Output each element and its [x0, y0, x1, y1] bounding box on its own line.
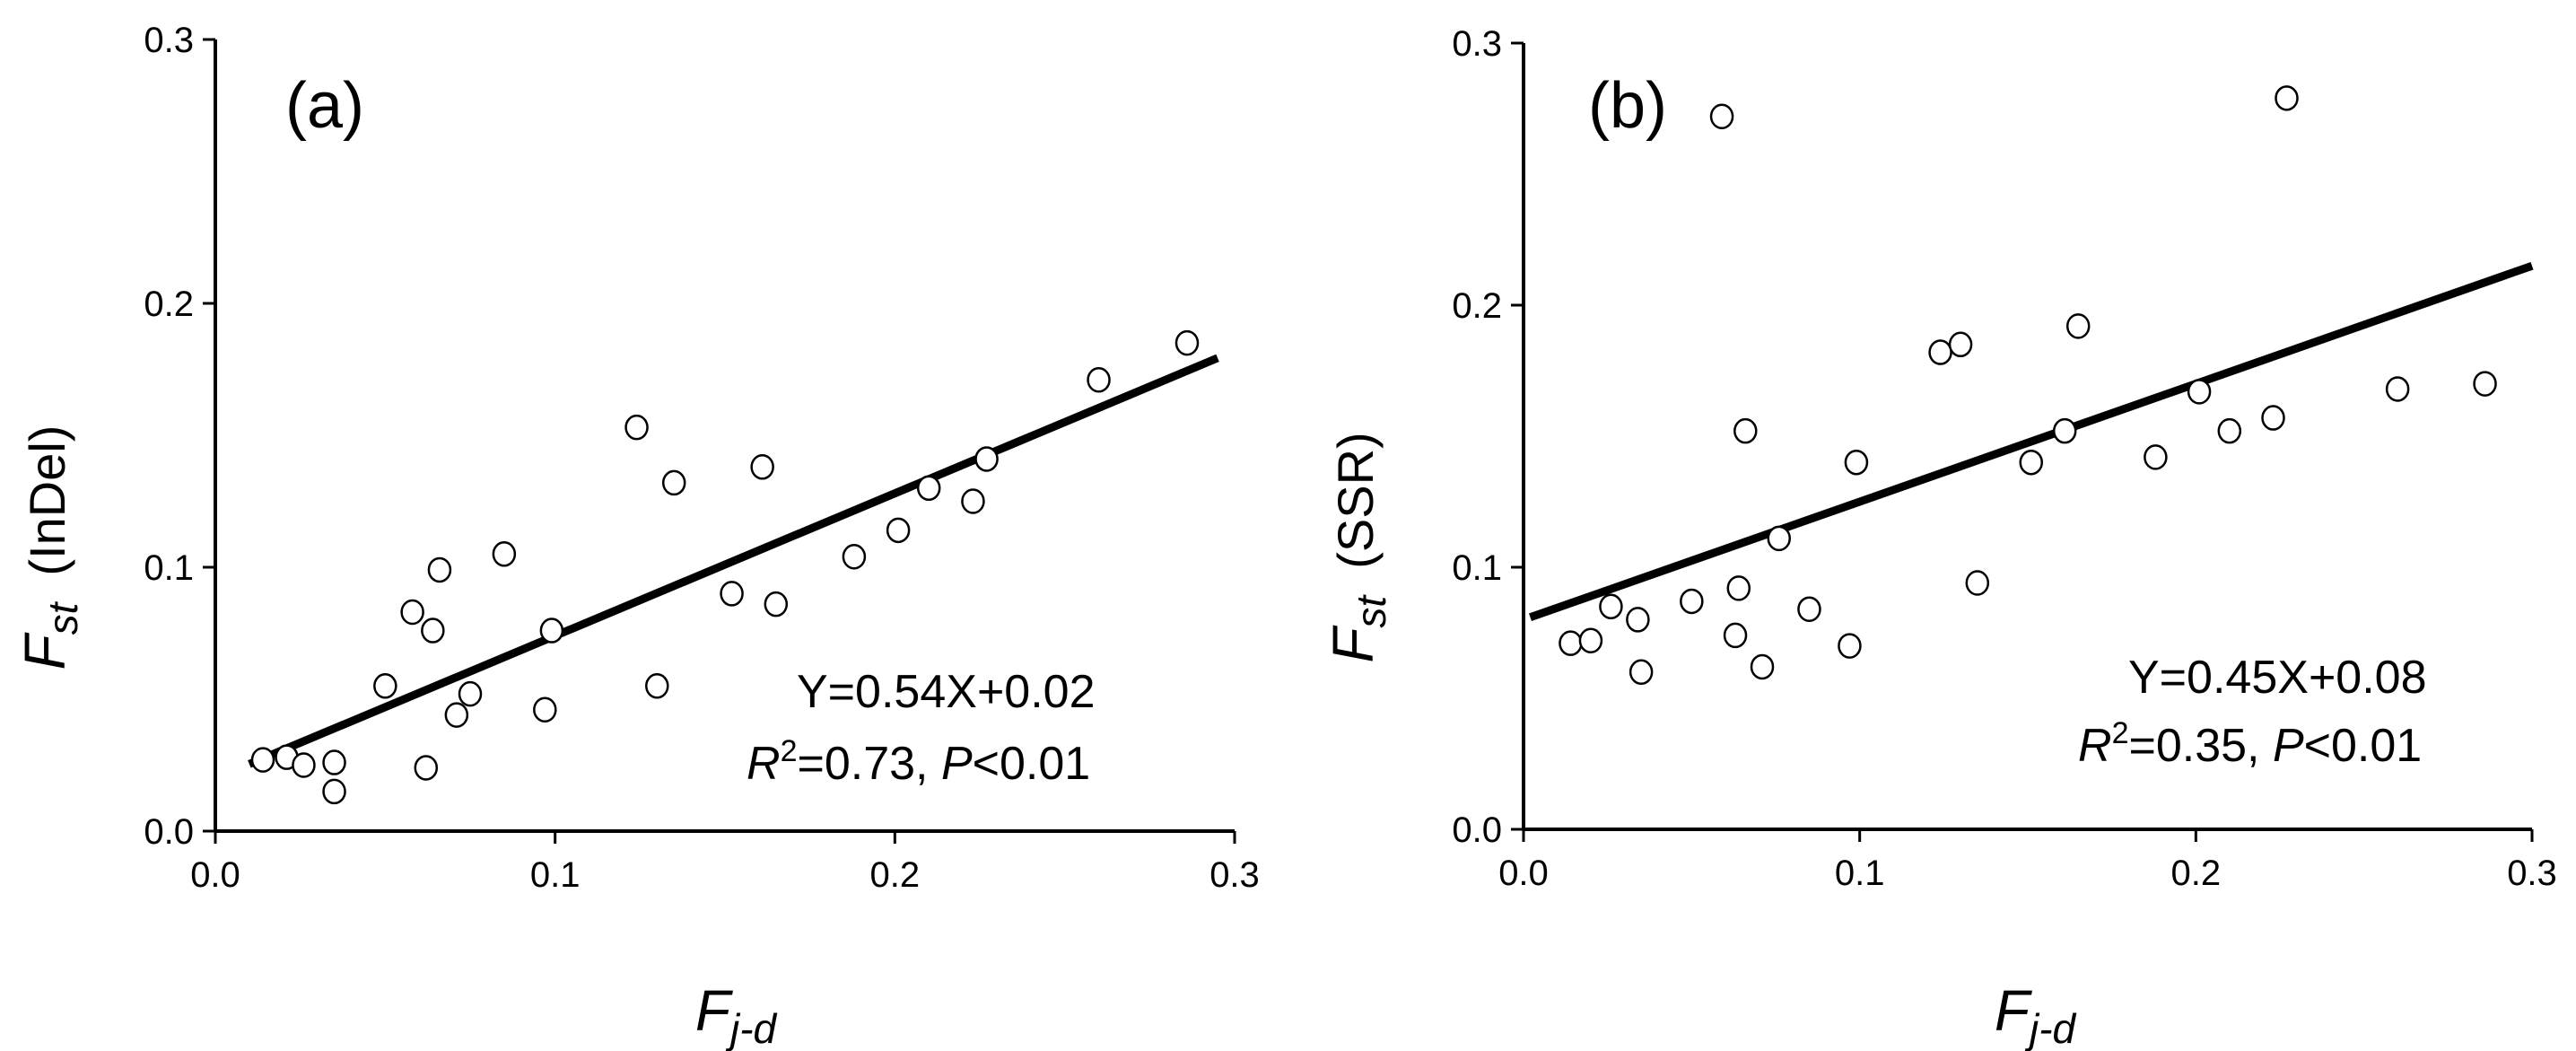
data-point — [1797, 596, 1821, 622]
data-point — [292, 752, 316, 778]
data-point — [2217, 417, 2242, 444]
data-point — [1174, 329, 1200, 356]
x-tick-label: 0.0 — [190, 855, 240, 895]
data-point — [1599, 593, 1623, 620]
data-point — [250, 747, 275, 773]
data-point — [2473, 371, 2497, 397]
y-axis-title-text: Fst(SSR) — [1321, 432, 1394, 662]
data-point — [645, 673, 669, 699]
y-tick-label: 0.2 — [144, 285, 194, 324]
data-point — [1629, 659, 1654, 686]
data-point — [842, 543, 867, 570]
x-axis-title: Fj-d — [695, 978, 778, 1051]
data-point — [886, 517, 911, 544]
data-point — [2065, 313, 2091, 339]
data-point — [322, 749, 346, 775]
data-point — [1767, 525, 1791, 552]
x-axis-title: Fj-d — [1995, 978, 2077, 1051]
y-axis-title: Fst(InDel) — [13, 425, 86, 670]
panel-a: (a) Fst(InDel) Fj-d Y=0.54X+0.02 R2=0.73… — [13, 21, 1260, 1051]
panel-label: (b) — [1588, 70, 1667, 142]
data-point — [1844, 449, 1869, 476]
data-point — [2144, 444, 2168, 470]
y-tick-label: 0.1 — [144, 548, 194, 588]
data-point — [2019, 449, 2043, 476]
data-point — [414, 755, 439, 781]
data-point — [1723, 622, 1748, 649]
x-tick-label: 0.0 — [1498, 854, 1549, 893]
y-tick-label: 0.3 — [1452, 24, 1502, 64]
data-point — [2052, 417, 2077, 444]
regression-line — [248, 354, 1219, 768]
data-point — [1965, 570, 1990, 596]
x-tick-label: 0.1 — [530, 855, 581, 895]
data-point — [2275, 85, 2299, 111]
data-point — [1559, 630, 1583, 656]
data-point — [1928, 339, 1952, 365]
data-point — [373, 673, 397, 699]
data-point — [1733, 417, 1758, 444]
data-point — [1626, 607, 1650, 633]
data-point — [1726, 575, 1751, 601]
data-point — [961, 488, 985, 514]
y-axis-title-text: Fst(InDel) — [13, 425, 86, 670]
y-tick-label: 0.0 — [1452, 810, 1502, 850]
data-point — [539, 617, 564, 644]
data-point — [322, 778, 346, 805]
data-point — [492, 541, 517, 567]
data-point — [2261, 405, 2285, 431]
data-point — [421, 617, 445, 644]
data-point — [750, 454, 774, 480]
x-tick-label: 0.3 — [1209, 855, 1260, 895]
regression-equation: Y=0.45X+0.08 — [2128, 652, 2427, 704]
x-tick-label: 0.3 — [2507, 854, 2557, 893]
y-tick-label: 0.0 — [144, 812, 194, 852]
x-tick-label: 0.2 — [2171, 854, 2222, 893]
data-point — [1578, 627, 1603, 654]
x-tick-label: 0.2 — [870, 855, 921, 895]
data-point — [764, 591, 789, 617]
data-point — [400, 599, 424, 626]
y-tick-label: 0.3 — [144, 21, 194, 60]
regression-equation: Y=0.54X+0.02 — [797, 666, 1096, 718]
data-point — [661, 469, 686, 496]
data-point — [1680, 588, 1704, 615]
data-point — [1709, 103, 1734, 130]
regression-stats: R2=0.73, P<0.01 — [747, 734, 1090, 790]
data-point — [1948, 331, 1973, 358]
data-point — [624, 414, 649, 441]
data-point — [458, 680, 483, 707]
data-point — [444, 702, 469, 728]
panel-b: (b) Fst(SSR) Fj-d Y=0.45X+0.08 R2=0.35, … — [1321, 24, 2557, 1051]
data-point — [2385, 376, 2410, 402]
regression-stats: R2=0.35, P<0.01 — [2078, 716, 2422, 772]
y-axis-title: Fst(SSR) — [1321, 432, 1394, 662]
data-point — [720, 581, 744, 607]
data-point — [1750, 653, 1775, 680]
panel-label: (a) — [285, 70, 364, 142]
data-point — [1838, 633, 1862, 659]
data-point — [533, 696, 557, 723]
data-point — [916, 475, 941, 502]
data-point — [2187, 379, 2212, 405]
y-tick-label: 0.2 — [1452, 286, 1502, 326]
y-tick-label: 0.1 — [1452, 548, 1502, 588]
regression-line — [1529, 261, 2534, 622]
data-point — [1087, 367, 1111, 393]
data-point — [974, 446, 999, 472]
data-point — [427, 556, 452, 583]
x-tick-label: 0.1 — [1835, 854, 1885, 893]
